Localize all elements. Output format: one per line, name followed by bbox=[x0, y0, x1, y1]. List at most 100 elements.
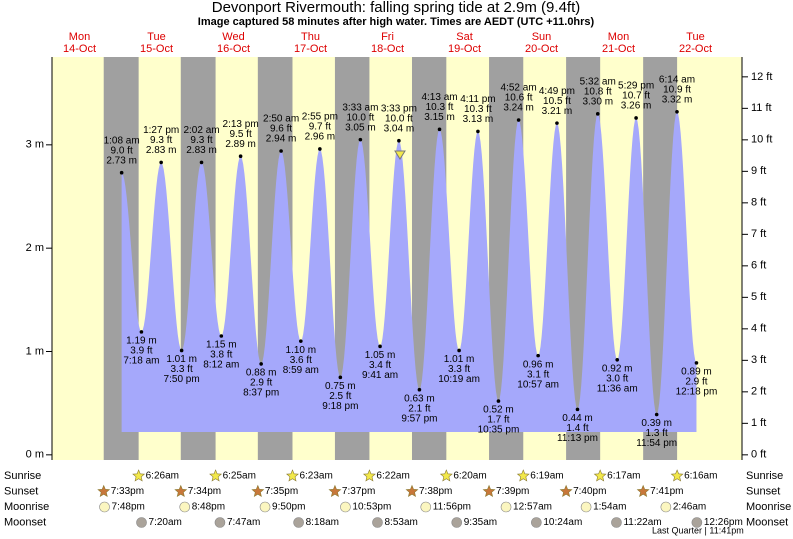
date-label: 22-Oct bbox=[679, 43, 712, 55]
tide-time: 7:50 pm bbox=[164, 374, 200, 385]
tide-point bbox=[378, 344, 382, 349]
tide-height-ft: 2.9 ft bbox=[250, 378, 272, 389]
moon-icon bbox=[259, 501, 271, 513]
sun-icon bbox=[251, 484, 265, 497]
tide-height-m: 0.52 m bbox=[483, 405, 514, 416]
y2-tick-label: 2 ft bbox=[751, 386, 766, 398]
moon-icon bbox=[340, 501, 351, 513]
tide-height-m: 0.63 m bbox=[404, 393, 435, 404]
tide-time: 1:27 pm bbox=[143, 125, 179, 136]
tide-height-m: 1.15 m bbox=[206, 340, 237, 351]
tide-height-m: 1.01 m bbox=[444, 354, 475, 365]
weekday-label: Tue bbox=[686, 31, 705, 43]
tide-point bbox=[279, 149, 283, 153]
tide-point bbox=[516, 118, 521, 122]
tide-height-ft: 3.3 ft bbox=[171, 364, 193, 375]
tide-time: 4:13 am bbox=[421, 92, 457, 103]
event-time: 6:17am bbox=[607, 471, 640, 482]
row-label: Moonrise bbox=[746, 501, 791, 513]
tide-height-ft: 9.0 ft bbox=[111, 145, 133, 156]
y2-tick-label: 3 ft bbox=[751, 354, 766, 366]
sun-icon bbox=[405, 484, 419, 497]
event-time: 7:39pm bbox=[496, 486, 529, 497]
event-time: 6:23am bbox=[299, 471, 332, 482]
event-time: 9:50pm bbox=[272, 502, 305, 513]
tide-time: 9:18 pm bbox=[322, 401, 358, 412]
tide-height-m: 3.15 m bbox=[424, 112, 455, 123]
tide-height-ft: 3.6 ft bbox=[290, 355, 312, 366]
tide-time: 2:13 pm bbox=[223, 119, 259, 130]
tide-time: 2:55 pm bbox=[302, 112, 338, 123]
event-time: 11:22am bbox=[623, 517, 661, 528]
event-time: 7:33pm bbox=[111, 486, 144, 497]
event-time: 12:26pm bbox=[704, 517, 743, 528]
date-label: 18-Oct bbox=[371, 43, 404, 55]
chart-subtitle: Image captured 58 minutes after high wat… bbox=[198, 16, 595, 28]
tide-point bbox=[575, 407, 580, 412]
tide-height-ft: 2.1 ft bbox=[408, 403, 430, 414]
y2-tick-label: 8 ft bbox=[751, 197, 766, 209]
sun-icon bbox=[636, 484, 650, 497]
tide-point bbox=[338, 375, 343, 380]
moon-icon bbox=[293, 517, 304, 528]
tide-time: 6:14 am bbox=[659, 74, 695, 85]
tide-point bbox=[259, 362, 263, 366]
moon-icon bbox=[372, 517, 383, 528]
tide-height-m: 0.75 m bbox=[325, 381, 356, 392]
sun-icon bbox=[439, 469, 453, 482]
y2-tick-label: 6 ft bbox=[751, 260, 766, 272]
tide-area bbox=[121, 111, 697, 433]
tide-point bbox=[437, 127, 442, 132]
tide-point bbox=[179, 348, 184, 353]
tide-time: 3:33 am bbox=[342, 102, 378, 113]
tide-height-ft: 1.3 ft bbox=[646, 428, 668, 439]
tide-height-ft: 9.6 ft bbox=[270, 124, 292, 135]
weekday-label: Sun bbox=[532, 31, 552, 43]
tide-height-ft: 9.3 ft bbox=[150, 135, 172, 146]
event-time: 6:16am bbox=[684, 471, 717, 482]
event-time: 6:22am bbox=[376, 471, 409, 482]
tide-point bbox=[318, 147, 322, 151]
tide-height-m: 2.73 m bbox=[106, 155, 137, 166]
tide-height-m: 2.83 m bbox=[146, 145, 177, 156]
tide-height-ft: 10.3 ft bbox=[426, 102, 454, 113]
tide-point bbox=[496, 399, 501, 403]
weekday-label: Mon bbox=[608, 31, 629, 43]
tide-point bbox=[139, 330, 144, 334]
tide-height-m: 2.96 m bbox=[305, 132, 336, 143]
row-label: Sunrise bbox=[746, 470, 783, 482]
tide-height-m: 0.89 m bbox=[681, 367, 712, 378]
tide-height-m: 2.89 m bbox=[225, 139, 256, 150]
tide-height-ft: 10.0 ft bbox=[346, 112, 374, 123]
tide-height-m: 0.92 m bbox=[602, 363, 633, 374]
tide-point bbox=[654, 412, 659, 417]
tide-point bbox=[675, 109, 679, 114]
date-label: 14-Oct bbox=[63, 43, 96, 55]
moon-icon bbox=[451, 517, 463, 528]
sun-icon bbox=[482, 484, 496, 497]
date-label: 15-Oct bbox=[140, 43, 173, 55]
tide-time: 2:50 am bbox=[263, 114, 299, 125]
tide-height-ft: 1.7 ft bbox=[487, 415, 509, 426]
tide-height-ft: 9.7 ft bbox=[309, 122, 331, 133]
tide-height-ft: 3.1 ft bbox=[527, 369, 549, 380]
tide-point bbox=[694, 361, 699, 365]
tide-height-m: 0.96 m bbox=[523, 359, 554, 370]
sun-icon bbox=[209, 469, 223, 482]
date-label: 19-Oct bbox=[448, 43, 481, 55]
weekday-label: Fri bbox=[381, 31, 394, 43]
tide-height-ft: 3.3 ft bbox=[448, 364, 470, 375]
tide-point bbox=[555, 121, 559, 125]
weekday-label: Wed bbox=[222, 31, 244, 43]
tide-time: 9:57 pm bbox=[401, 413, 437, 424]
event-time: 8:18am bbox=[306, 517, 339, 528]
y2-tick-label: 0 ft bbox=[751, 449, 766, 461]
tide-point bbox=[238, 154, 243, 158]
event-time: 7:47am bbox=[227, 517, 260, 528]
event-time: 7:41pm bbox=[650, 486, 683, 497]
tide-point bbox=[159, 160, 163, 165]
event-time: 6:25am bbox=[223, 471, 256, 482]
tide-time: 4:52 am bbox=[501, 83, 537, 94]
moon-icon bbox=[420, 501, 432, 513]
tide-point bbox=[536, 353, 540, 358]
